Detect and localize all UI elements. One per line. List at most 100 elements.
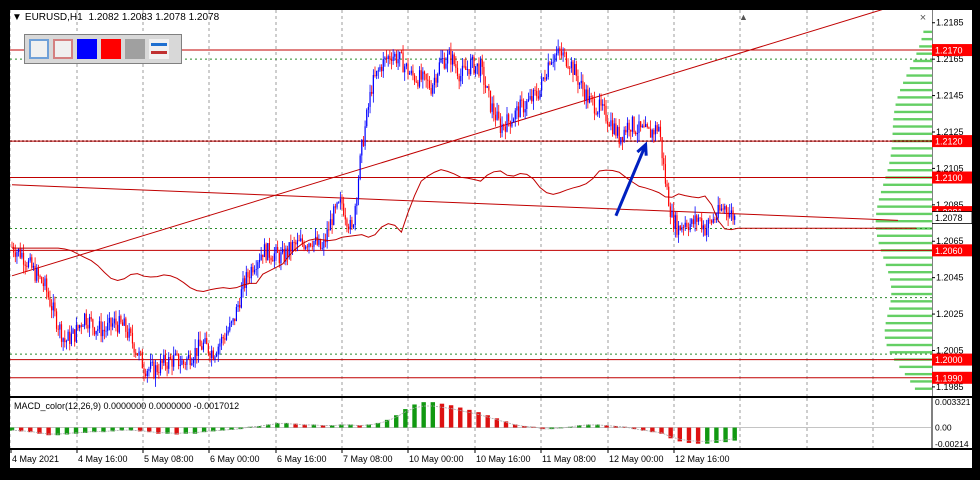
candle-body <box>625 129 627 133</box>
candle-body <box>112 323 114 327</box>
volume-bar <box>875 220 932 223</box>
candle-body <box>117 324 119 333</box>
outline-rect-red-button[interactable] <box>53 39 73 59</box>
candle-body <box>308 243 310 248</box>
candle-body <box>55 311 58 329</box>
candle-body <box>245 272 247 289</box>
candle-body <box>37 268 39 276</box>
candle-body <box>387 56 389 60</box>
candle-body <box>133 343 135 353</box>
macd-bar <box>348 424 353 428</box>
macd-bar <box>220 427 225 431</box>
volume-bar <box>892 132 932 136</box>
candle-body <box>232 318 234 322</box>
volume-bar <box>887 169 932 172</box>
dropdown-icon[interactable]: ▼ <box>12 12 22 23</box>
candle-body <box>414 75 416 82</box>
forecast-arrow <box>614 144 647 217</box>
candle-body <box>681 227 683 231</box>
macd-bar <box>604 425 609 428</box>
fill-rect-gray-button[interactable] <box>125 39 145 59</box>
candle-body <box>608 124 610 127</box>
candle-body <box>392 56 394 61</box>
candle-body <box>724 206 726 210</box>
candle-body <box>90 317 92 320</box>
macd-bar <box>384 419 390 428</box>
candle-body <box>13 246 15 253</box>
candle-body <box>522 100 525 113</box>
candle-body <box>318 239 320 245</box>
candle-body <box>565 52 567 67</box>
macd-bar <box>101 427 106 433</box>
candle-body <box>638 121 640 133</box>
level-price-label: 1.2170 <box>935 46 963 56</box>
candle-body <box>156 365 158 373</box>
axis-tick-label: 1.2125 <box>936 127 964 137</box>
macd-bar <box>110 427 115 432</box>
candle-body <box>328 229 330 231</box>
candle-body <box>480 59 482 76</box>
fill-rect-blue-button[interactable] <box>77 39 97 59</box>
candle-body <box>440 58 442 63</box>
candle-body <box>513 119 515 123</box>
volume-bar <box>903 81 932 85</box>
candle-body <box>519 99 521 118</box>
candle-body <box>597 112 599 115</box>
candle-body <box>552 61 554 63</box>
candle-body <box>508 114 510 122</box>
candle-body <box>555 53 558 56</box>
macd-bar <box>394 415 399 428</box>
macd-bar <box>439 403 445 428</box>
arrow-up-icon[interactable]: ▲ <box>739 12 748 22</box>
volume-bar <box>894 110 932 114</box>
close-icon[interactable]: × <box>919 12 927 24</box>
drawing-toolbar <box>24 34 182 64</box>
volume-bar <box>880 190 932 194</box>
outline-rect-blue-button[interactable] <box>29 39 49 59</box>
fill-rect-red-button[interactable] <box>101 39 121 59</box>
candle-body <box>211 350 213 358</box>
candle-body <box>257 262 259 270</box>
lines-tool-button[interactable] <box>149 39 169 59</box>
candle-body <box>51 306 53 311</box>
candle-body <box>684 222 686 228</box>
candle-body <box>583 89 586 101</box>
macd-bar <box>256 426 262 428</box>
candle-body <box>341 199 343 204</box>
price-chart[interactable] <box>10 10 932 396</box>
macd-bar <box>695 427 701 444</box>
candle-body <box>244 278 246 289</box>
candle-body <box>224 338 226 340</box>
candle-body <box>229 322 231 331</box>
candle-body <box>707 219 709 229</box>
candle-body <box>207 344 209 354</box>
candle-body <box>654 125 657 135</box>
candle-body <box>549 62 551 65</box>
candle-body <box>633 116 635 133</box>
macd-bar <box>28 427 33 433</box>
candle-body <box>727 212 729 218</box>
candle-body <box>425 74 427 80</box>
candle-body <box>503 124 505 127</box>
candle-body <box>283 249 285 262</box>
macd-bar <box>82 427 88 433</box>
candle-body <box>468 68 470 75</box>
candle-body <box>163 354 165 363</box>
macd-bar <box>366 424 371 428</box>
axis-tick-label: 1.2005 <box>936 345 964 355</box>
candle-body <box>225 333 228 340</box>
macd-panel[interactable]: 0.003321 0.00 -0.00214 <box>10 398 972 448</box>
axis-tick-label: 1.2025 <box>936 309 964 319</box>
candle-body <box>102 329 104 337</box>
candle-body <box>52 302 54 311</box>
candle-body <box>539 90 541 99</box>
volume-bar <box>910 380 932 383</box>
level-price-tag <box>932 171 972 184</box>
candle-body <box>42 283 44 287</box>
macd-signal-line <box>11 405 735 442</box>
level-price-tag <box>932 371 972 384</box>
candle-body <box>41 277 43 284</box>
candle-body <box>618 126 620 144</box>
volume-bar <box>884 336 932 339</box>
candle-body <box>206 338 208 345</box>
